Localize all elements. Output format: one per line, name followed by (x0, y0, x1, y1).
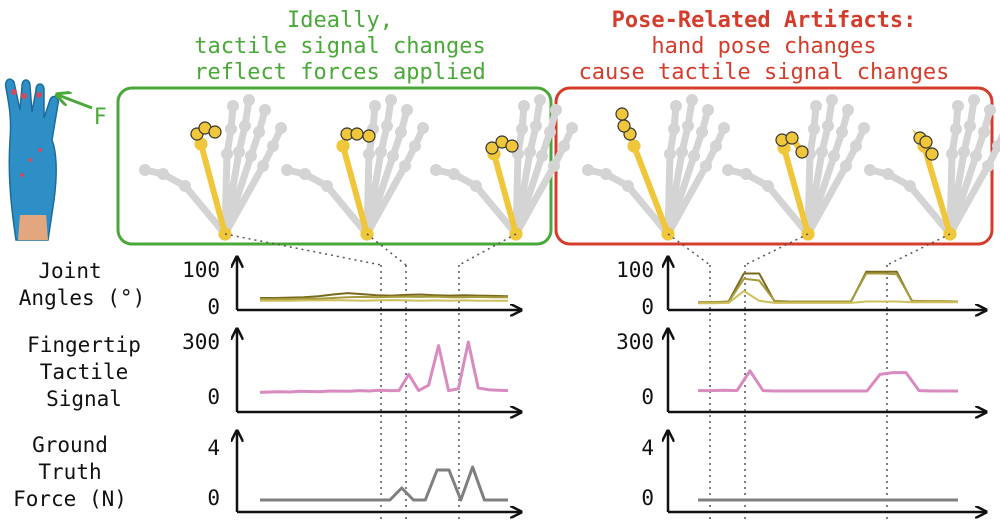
tactile-left-chart (237, 330, 520, 412)
row-label-tactile: Fingertip Tactile Signal (27, 333, 141, 411)
glove-photo (4, 78, 60, 241)
header-left: Ideally, tactile signal changes reflect … (194, 8, 485, 85)
ideal-panel (116, 86, 553, 246)
joint-right-series-0 (698, 270, 958, 304)
hand-skeleton-5 (864, 94, 1000, 241)
row-label-force-3: Force (N) (13, 487, 127, 511)
tick-force-left-max: 4 (207, 436, 220, 460)
time-connectors (224, 233, 951, 522)
tick-joint-left-max: 100 (182, 258, 220, 282)
hand-skeleton-2 (430, 94, 578, 241)
hand-skeleton-3 (582, 94, 730, 241)
tick-tactile-right-max: 300 (616, 330, 654, 354)
row-label-tactile-2: Tactile (40, 360, 129, 384)
header-left-line2: tactile signal changes (194, 34, 485, 59)
tick-joint-right-max: 100 (616, 258, 654, 282)
joint-right-series-1 (698, 272, 959, 304)
force-right-chart (668, 432, 985, 512)
header-right-line1: Pose-Related Artifacts: (612, 8, 917, 33)
ticks-right: 100 0 300 0 4 0 (616, 258, 654, 510)
header-right-line2: hand pose changes (651, 34, 876, 59)
row-label-joint-1: Joint (38, 259, 101, 283)
tick-force-left-min: 0 (207, 486, 220, 510)
joint-left-series-1 (260, 295, 508, 301)
hand-skeleton-1 (281, 94, 429, 241)
row-label-force: Ground Truth Force (N) (13, 433, 127, 511)
force-arrow: F (58, 95, 107, 130)
header-left-line1: Ideally, (287, 8, 393, 33)
row-label-tactile-1: Fingertip (27, 333, 141, 357)
joint-right-series-2 (698, 290, 958, 305)
force-label: F (94, 105, 107, 130)
joint-left-series-2 (260, 299, 508, 302)
row-label-joint-2: Angles (°) (19, 286, 145, 310)
header-right-line3: cause tactile signal changes (579, 60, 950, 85)
joint-right-chart (668, 258, 985, 310)
row-label-force-1: Ground (32, 433, 108, 457)
hand-skeleton-0 (139, 94, 287, 241)
ticks-left: 100 0 300 0 4 0 (182, 258, 220, 510)
row-label-tactile-3: Signal (46, 387, 122, 411)
tactile-right-series-0 (698, 369, 958, 393)
joint-left-chart (237, 258, 520, 310)
force-left-series-0 (260, 465, 508, 502)
tick-joint-right-min: 0 (641, 295, 654, 319)
header-left-line3: reflect forces applied (194, 60, 485, 85)
joint-left-series-0 (260, 292, 509, 299)
tick-tactile-left-max: 300 (182, 330, 220, 354)
tactile-left-series-0 (259, 340, 509, 394)
tick-tactile-left-min: 0 (207, 385, 220, 409)
header-right: Pose-Related Artifacts: hand pose change… (579, 8, 950, 85)
force-left-chart (237, 432, 520, 512)
hand-skeleton-4 (722, 94, 870, 241)
row-label-joint: Joint Angles (°) (19, 259, 145, 310)
tick-joint-left-min: 0 (207, 295, 220, 319)
tick-tactile-right-min: 0 (641, 385, 654, 409)
tick-force-right-max: 4 (641, 436, 654, 460)
tick-force-right-min: 0 (641, 486, 654, 510)
row-label-force-2: Truth (38, 460, 101, 484)
tactile-right-chart (668, 330, 985, 412)
